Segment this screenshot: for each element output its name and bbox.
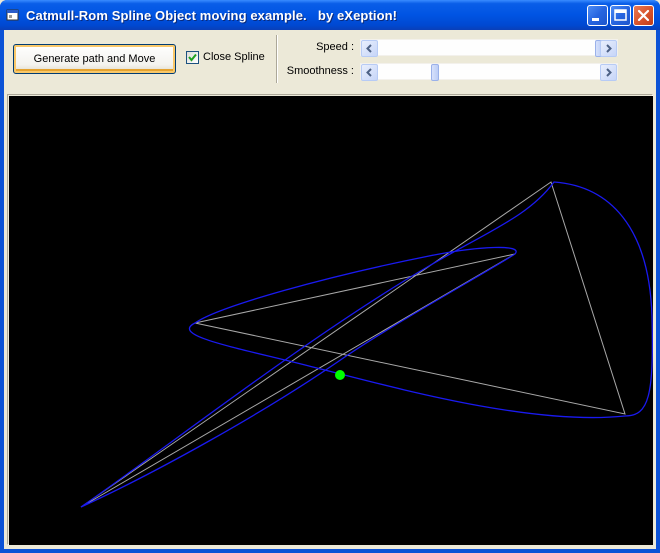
toolbar-separator bbox=[276, 35, 278, 83]
smoothness-scroll-right-button[interactable] bbox=[600, 64, 617, 81]
client-area: Generate path and Move Close Spline Spee… bbox=[4, 30, 656, 549]
maximize-icon bbox=[614, 9, 627, 21]
canvas-frame bbox=[7, 94, 654, 545]
checkmark-icon bbox=[188, 53, 197, 62]
control-lines bbox=[80, 181, 626, 508]
speed-scroll-right-button[interactable] bbox=[600, 40, 617, 57]
maximize-button[interactable] bbox=[610, 5, 631, 26]
chevron-left-icon bbox=[366, 44, 372, 53]
speed-label: Speed : bbox=[316, 41, 354, 53]
moving-object bbox=[335, 370, 345, 380]
speed-scroll-left-button[interactable] bbox=[361, 40, 378, 57]
chevron-right-icon bbox=[606, 44, 612, 53]
checkbox-box[interactable] bbox=[186, 51, 199, 64]
app-icon bbox=[6, 9, 19, 21]
smoothness-scroll-thumb[interactable] bbox=[431, 64, 439, 81]
close-spline-label: Close Spline bbox=[203, 51, 265, 63]
render-canvas[interactable] bbox=[9, 96, 654, 545]
minimize-icon bbox=[592, 18, 599, 21]
control-polygon bbox=[80, 181, 626, 508]
chevron-right-icon bbox=[606, 68, 612, 77]
smoothness-scrollbar[interactable] bbox=[360, 63, 618, 81]
window-title: Catmull-Rom Spline Object moving example… bbox=[26, 8, 398, 23]
spline-scene bbox=[80, 181, 654, 508]
generate-path-button[interactable]: Generate path and Move bbox=[13, 44, 176, 74]
smoothness-label: Smoothness : bbox=[286, 65, 354, 77]
minimize-button[interactable] bbox=[587, 5, 608, 26]
chevron-left-icon bbox=[366, 68, 372, 77]
close-button[interactable] bbox=[633, 5, 654, 26]
title-bar[interactable]: Catmull-Rom Spline Object moving example… bbox=[0, 0, 660, 30]
close-icon bbox=[637, 9, 650, 22]
smoothness-scroll-left-button[interactable] bbox=[361, 64, 378, 81]
speed-scrollbar[interactable] bbox=[360, 39, 618, 57]
